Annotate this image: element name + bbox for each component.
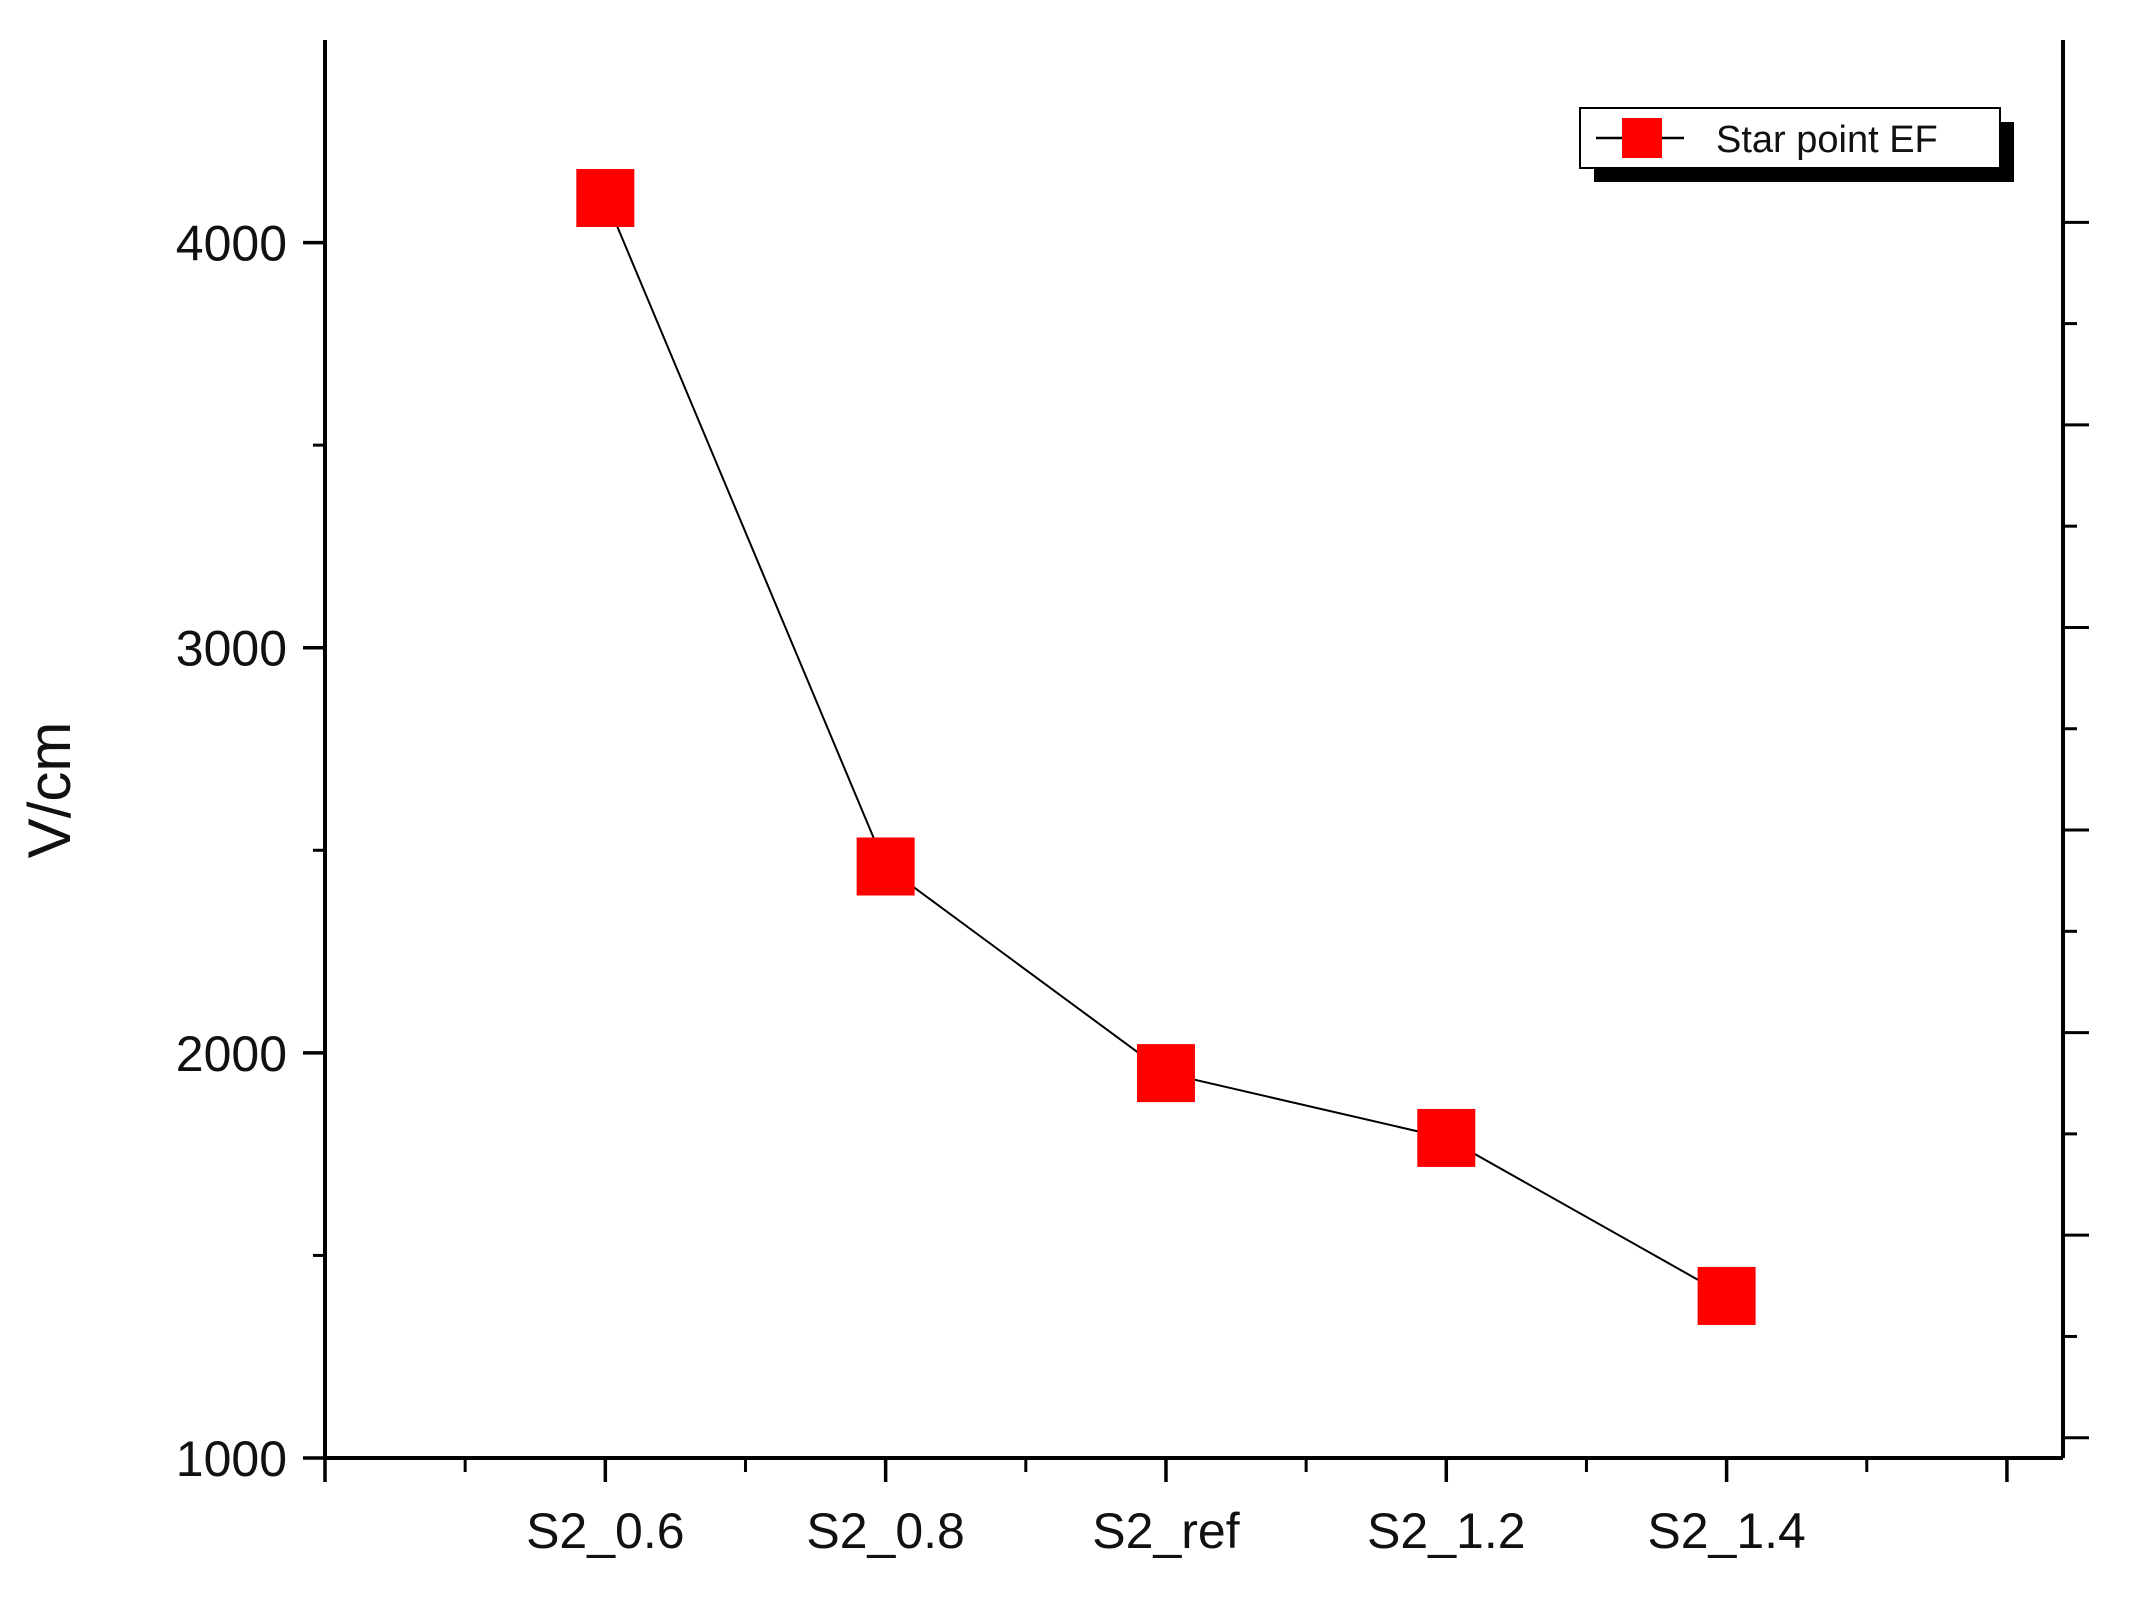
x-tick-label: S2_ref <box>1092 1503 1239 1559</box>
x-axis-tick-labels: S2_0.6 S2_0.8 S2_ref S2_1.2 S2_1.4 <box>526 1503 1806 1559</box>
y-tick-label: 3000 <box>176 621 287 677</box>
series-star-point-ef <box>576 169 1756 1325</box>
right-axis-ticks <box>2063 220 2089 1440</box>
x-tick-label: S2_0.8 <box>806 1503 964 1559</box>
y-tick-label: 1000 <box>176 1431 287 1487</box>
y-axis-tick-labels: 1000 2000 3000 4000 <box>176 216 287 1487</box>
x-tick-label: S2_1.4 <box>1647 1503 1805 1559</box>
data-point-marker <box>576 169 635 228</box>
legend-marker-sample <box>1622 118 1662 158</box>
plot-frame <box>323 40 2065 1460</box>
data-point-marker <box>1697 1266 1756 1325</box>
y-axis-label: V/cm <box>16 722 83 859</box>
data-point-marker <box>856 837 915 896</box>
x-tick-label: S2_1.2 <box>1367 1503 1525 1559</box>
x-axis-ticks <box>323 1458 2009 1482</box>
data-point-marker <box>1136 1044 1195 1103</box>
y-axis-ticks <box>303 240 325 1460</box>
y-tick-label: 2000 <box>176 1026 287 1082</box>
y-tick-label: 4000 <box>176 216 287 272</box>
legend: Star point EF <box>1579 107 2014 182</box>
data-point-marker <box>1417 1108 1476 1167</box>
legend-label: Star point EF <box>1716 119 1938 161</box>
series-line <box>604 197 1728 1297</box>
x-tick-label: S2_0.6 <box>526 1503 684 1559</box>
